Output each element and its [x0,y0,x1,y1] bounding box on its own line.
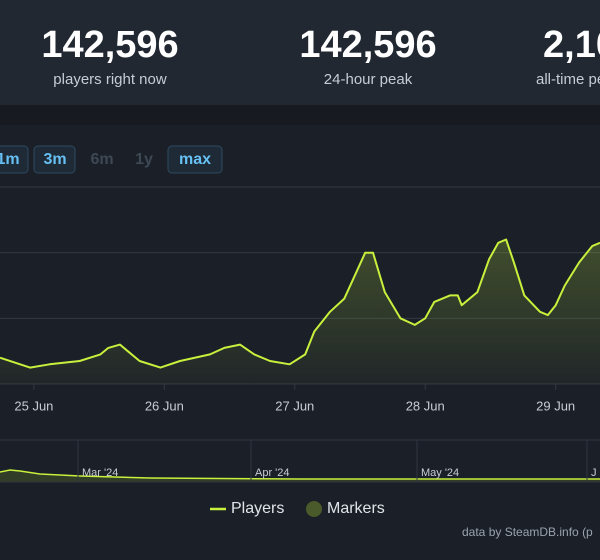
range-button[interactable] [167,145,223,174]
line [0,238,600,369]
range-button[interactable] [0,145,29,174]
x-tick-label: 29 Jun [536,398,575,413]
x-tick-label: 26 Jun [145,398,184,413]
range-button[interactable] [33,145,76,174]
legend-swatch[interactable] [306,501,322,517]
range-button-label: 6m [90,151,113,168]
navigator-line [0,469,600,480]
range-button-label[interactable]: max [179,151,211,168]
stats-band [0,0,600,105]
navigator-label: J [591,467,597,479]
legend-label[interactable]: Players [231,500,284,517]
navigator-label: Mar '24 [82,467,118,479]
credit: data by SteamDB.info (p [462,525,593,539]
range-button-label[interactable]: 1m [0,151,20,168]
range-button-label[interactable]: 3m [43,151,66,168]
navigator-label: May '24 [421,467,459,479]
area [0,239,600,384]
navigator-label: Apr '24 [255,467,290,479]
range-button-label: 1y [135,151,153,168]
stat-label: 24-hour peak [324,71,413,88]
x-tick-label: 25 Jun [14,398,53,413]
x-tick-label: 27 Jun [275,398,314,413]
stat-label: all-time pe [536,71,600,88]
stat-value: 142,596 [299,24,436,66]
stat-value: 142,596 [41,24,178,66]
legend-label[interactable]: Markers [327,500,385,517]
plot: 25 Jun 26 Jun 27 Jun 28 Jun 29 Jun [0,186,600,413]
stat-value: 2,10 [543,24,600,66]
stat-label: players right now [53,71,167,88]
x-tick-label: 28 Jun [406,398,445,413]
